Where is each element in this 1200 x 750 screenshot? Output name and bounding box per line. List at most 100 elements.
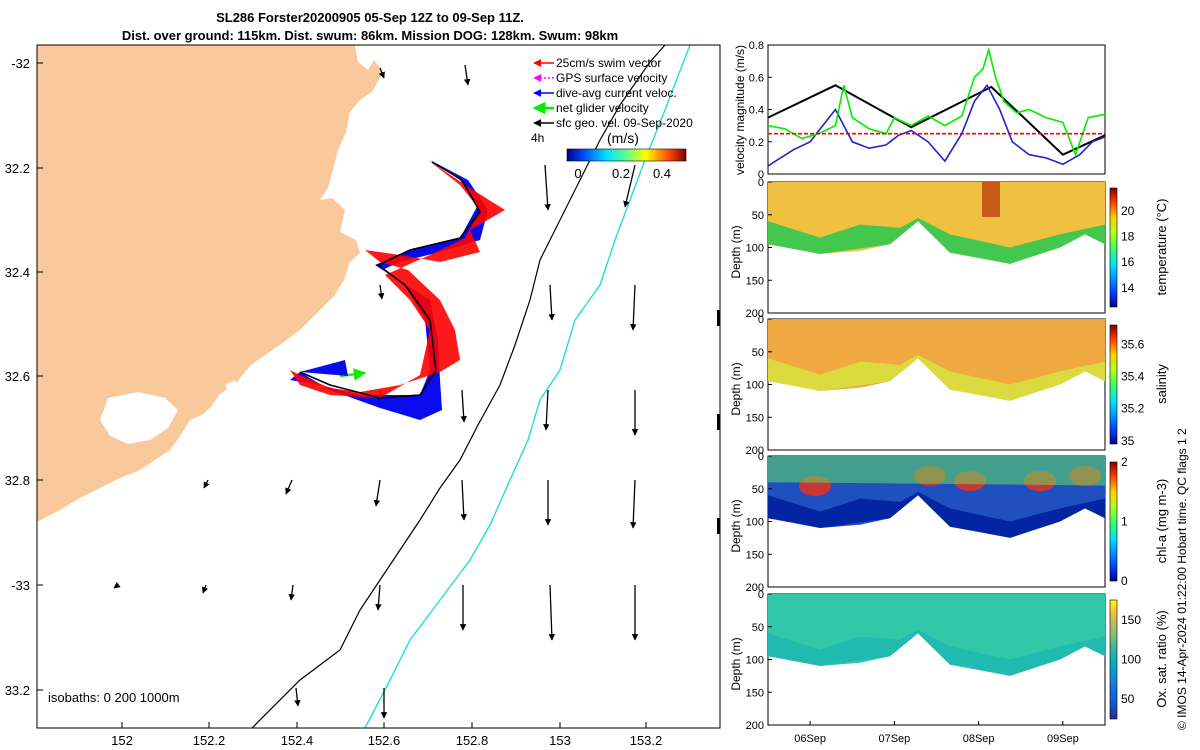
section-colorbar-label: temperature (°C) <box>1154 199 1169 296</box>
velocity-y-tick-label: 0 <box>758 169 764 181</box>
map-ticks: 152 152.2 152.4 152.6 152.8 153 153.2 -32 32.2 32… <box>5 56 663 748</box>
title-line-2: Dist. over ground: 115km. Dist. swum: 86… <box>121 28 619 43</box>
sfc-velocity-arrow <box>113 581 121 589</box>
depth-tick-label: 150 <box>746 549 764 561</box>
velocity-series-1 <box>767 83 1106 167</box>
velocity-magnitude-chart: 0 0.2 0.4 0.6 0.8 velocity magnitude (m/s) <box>733 40 1106 181</box>
legend-label: GPS surface velocity <box>556 71 667 85</box>
surface-velocity-vectors <box>113 64 639 719</box>
depth-tick-label: 0 <box>758 451 764 463</box>
map-x-tick-label: 153.2 <box>630 733 663 748</box>
sfc-velocity-arrow <box>375 584 382 611</box>
section-colorbar-label: Ox. sat. ratio (%) <box>1154 610 1169 708</box>
depth-tick-label: 100 <box>746 517 764 529</box>
legend-label: net glider velocity <box>556 101 649 115</box>
section-colorbar-label: chl-a (mg m-3) <box>1154 479 1169 564</box>
side-mark-3 <box>717 518 720 534</box>
depth-tick-label: 0 <box>758 177 764 189</box>
map-x-tick-label: 152 <box>111 733 133 748</box>
section-panel-salinity: 0 50 100 150 200 Depth (m) 35 35.2 35.4 35.6 salin… <box>729 314 1169 457</box>
sfc-velocity-arrow <box>460 479 467 521</box>
map-x-tick-label: 152.2 <box>193 733 226 748</box>
sfc-velocity-arrow <box>373 479 381 507</box>
sfc-velocity-arrow <box>285 479 293 495</box>
velocity-series-0 <box>767 84 1106 156</box>
map-frame <box>36 44 721 729</box>
section-colorbar-tick-label: 16 <box>1121 255 1135 269</box>
depth-axis-label: Depth (m) <box>729 225 743 278</box>
speed-colorbar-ticks: 0 0.2 0.4 <box>574 166 671 181</box>
sfc-velocity-arrow <box>544 164 551 211</box>
section-colorbar <box>1109 461 1118 582</box>
credit-text: © IMOS 14-Apr-2024 01:22:00 Hobart time.… <box>1175 428 1189 730</box>
depth-axis-label: Depth (m) <box>729 362 743 415</box>
section-colorbar-tick-label: 35 <box>1121 434 1135 448</box>
section-colorbar-tick-label: 35.4 <box>1121 369 1145 383</box>
time-axis: 06Sep 07Sep 08Sep 09Sep <box>794 721 1079 745</box>
speed-colorbar-tick-label: 0.4 <box>653 166 671 181</box>
speed-colorbar <box>566 148 687 162</box>
sfc-velocity-arrow <box>202 584 209 594</box>
section-colorbar-tick-label: 0 <box>1121 574 1128 588</box>
depth-tick-label: 150 <box>746 275 764 287</box>
colorbar-unit-label: (m/s) <box>607 130 639 146</box>
map-y-tick-label: -33 <box>11 578 30 593</box>
sfc-velocity-arrow <box>548 584 556 641</box>
map-y-tick-label: -32 <box>11 56 30 71</box>
velocity-series-2 <box>767 46 1106 158</box>
sfc-velocity-arrow <box>460 389 467 423</box>
time-tick-label: 08Sep <box>963 733 995 745</box>
section-colorbar-tick-label: 35.6 <box>1121 337 1145 351</box>
depth-tick-label: 50 <box>752 484 764 496</box>
legend-4h-label: 4h <box>531 131 544 145</box>
section-colorbar-label: salinity <box>1154 364 1169 404</box>
depth-tick-label: 100 <box>746 655 764 667</box>
velocity-axes <box>767 44 1106 175</box>
section-colorbar <box>1109 324 1118 445</box>
map-x-tick-label: 152.8 <box>456 733 489 748</box>
depth-tick-label: 50 <box>752 347 764 359</box>
sfc-velocity-arrow <box>623 164 636 208</box>
sfc-velocity-arrow <box>630 284 637 331</box>
glider-track <box>290 160 505 420</box>
sfc-velocity-arrow <box>543 389 550 431</box>
depth-axis-label: Depth (m) <box>729 637 743 690</box>
legend-label: dive-avg current veloc. <box>556 86 677 100</box>
isobath-200m-line <box>251 45 666 728</box>
section-colorbar <box>1109 187 1118 308</box>
depth-tick-label: 0 <box>758 314 764 326</box>
chl-surface-band <box>768 456 1105 486</box>
map-x-tick-label: 153 <box>549 733 571 748</box>
map-y-tick-label: 32.2 <box>5 161 30 176</box>
section-panel-temperature: 0 50 100 150 200 Depth (m) 14 16 18 20 temperature… <box>729 177 1169 320</box>
section-colorbar-tick-label: 100 <box>1121 653 1141 667</box>
section-deep-fill <box>768 355 1105 401</box>
map-y-tick-label: 32.4 <box>5 265 30 280</box>
depth-tick-label: 50 <box>752 622 764 634</box>
time-tick-label: 06Sep <box>794 733 826 745</box>
depth-tick-label: 0 <box>758 589 764 601</box>
map-y-tick-label: 32.6 <box>5 369 30 384</box>
legend-label: 25cm/s swim vector <box>556 56 661 70</box>
sfc-velocity-arrow <box>548 284 555 321</box>
map-x-tick-label: 152.6 <box>368 733 401 748</box>
glider-path-line <box>299 161 481 399</box>
sfc-velocity-arrow <box>294 687 301 707</box>
section-panel-chl-a: 0 50 100 150 200 Depth (m) 0 1 2 chl-a (mg m-3) <box>729 451 1169 594</box>
section-colorbar-tick-label: 2 <box>1121 455 1128 469</box>
section-colorbar-tick-label: 50 <box>1121 692 1135 706</box>
time-tick-label: 07Sep <box>878 733 910 745</box>
isobaths <box>251 45 691 728</box>
lake-shape <box>100 392 178 444</box>
map-panel: 152 152.2 152.4 152.6 152.8 153 153.2 -32 32.2 32… <box>5 44 721 748</box>
sfc-velocity-arrow <box>203 479 210 489</box>
side-mark-1 <box>717 310 720 326</box>
sfc-velocity-arrow <box>377 284 385 300</box>
sfc-velocity-arrow <box>629 479 637 529</box>
time-tick-label: 09Sep <box>1047 733 1079 745</box>
section-colorbar-tick-label: 14 <box>1121 281 1135 295</box>
section-colorbar <box>1109 599 1118 720</box>
map-x-tick-label: 152.4 <box>281 733 314 748</box>
sfc-velocity-arrow <box>378 67 385 79</box>
